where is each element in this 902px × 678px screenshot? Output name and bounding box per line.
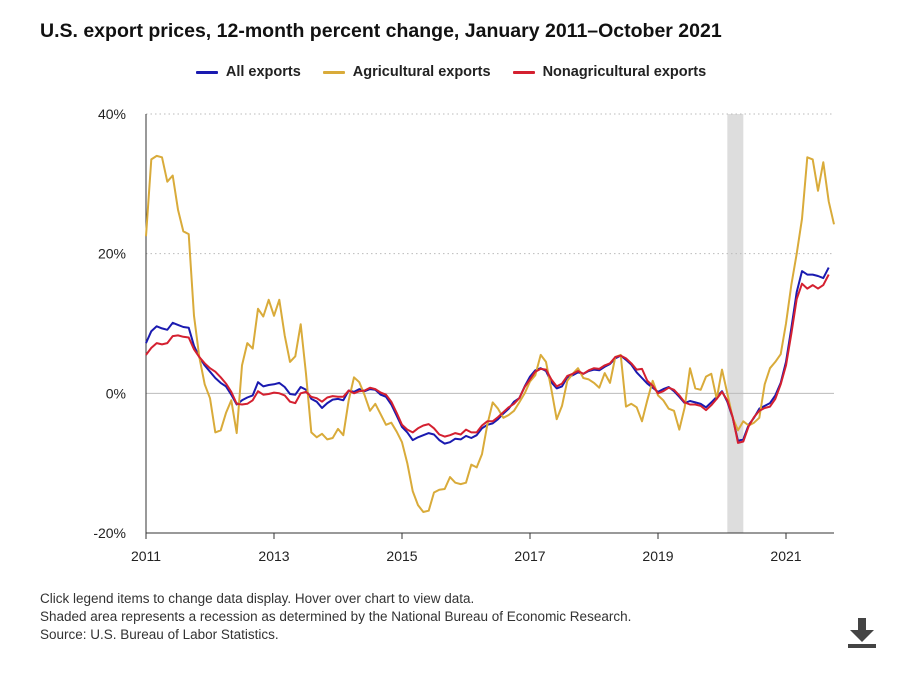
legend-label-nonagricultural-exports: Nonagricultural exports xyxy=(542,64,707,80)
series-line-agricultural-exports[interactable] xyxy=(145,154,835,513)
y-tick-label-1: 20% xyxy=(98,246,126,262)
legend-label-agricultural-exports: Agricultural exports xyxy=(352,64,491,80)
recession-shading xyxy=(727,114,744,533)
legend-item-agricultural-exports[interactable]: Agricultural exports xyxy=(322,64,491,80)
x-tick-label-4: 2019 xyxy=(642,548,673,564)
y-tick-label-0: 40% xyxy=(98,106,126,122)
y-tick-label-3: -20% xyxy=(93,525,126,541)
x-tick-label-2: 2015 xyxy=(386,548,417,564)
x-tick-label-0: 2011 xyxy=(131,548,161,564)
chart-notes: Click legend items to change data displa… xyxy=(40,590,631,644)
legend-label-all-exports: All exports xyxy=(225,64,301,80)
note-interaction: Click legend items to change data displa… xyxy=(40,591,475,606)
legend-item-nonagricultural-exports[interactable]: Nonagricultural exports xyxy=(512,64,707,80)
legend-swatch-nonagricultural-exports xyxy=(512,70,535,74)
legend-swatch-agricultural-exports xyxy=(322,70,345,74)
y-tick-label-2: 0% xyxy=(106,385,126,401)
note-recession: Shaded area represents a recession as de… xyxy=(40,609,632,624)
x-tick-label-3: 2017 xyxy=(514,548,545,564)
series-line-all-exports[interactable] xyxy=(145,267,830,445)
chart-title: U.S. export prices, 12-month percent cha… xyxy=(40,20,722,42)
download-icon[interactable] xyxy=(844,614,880,650)
x-tick-label-5: 2021 xyxy=(770,548,801,564)
note-source: Source: U.S. Bureau of Labor Statistics. xyxy=(40,627,279,642)
legend-item-all-exports[interactable]: All exports xyxy=(195,64,301,80)
x-tick-label-1: 2013 xyxy=(258,548,289,564)
legend-swatch-all-exports xyxy=(195,70,218,74)
legend: All exports Agricultural exports Nonagri… xyxy=(0,64,902,80)
series-line-nonagricultural-exports[interactable] xyxy=(145,274,830,444)
line-chart[interactable]: 40% 20% 0% -20% 2011 2013 2015 2017 2019 2021 xyxy=(0,0,902,580)
